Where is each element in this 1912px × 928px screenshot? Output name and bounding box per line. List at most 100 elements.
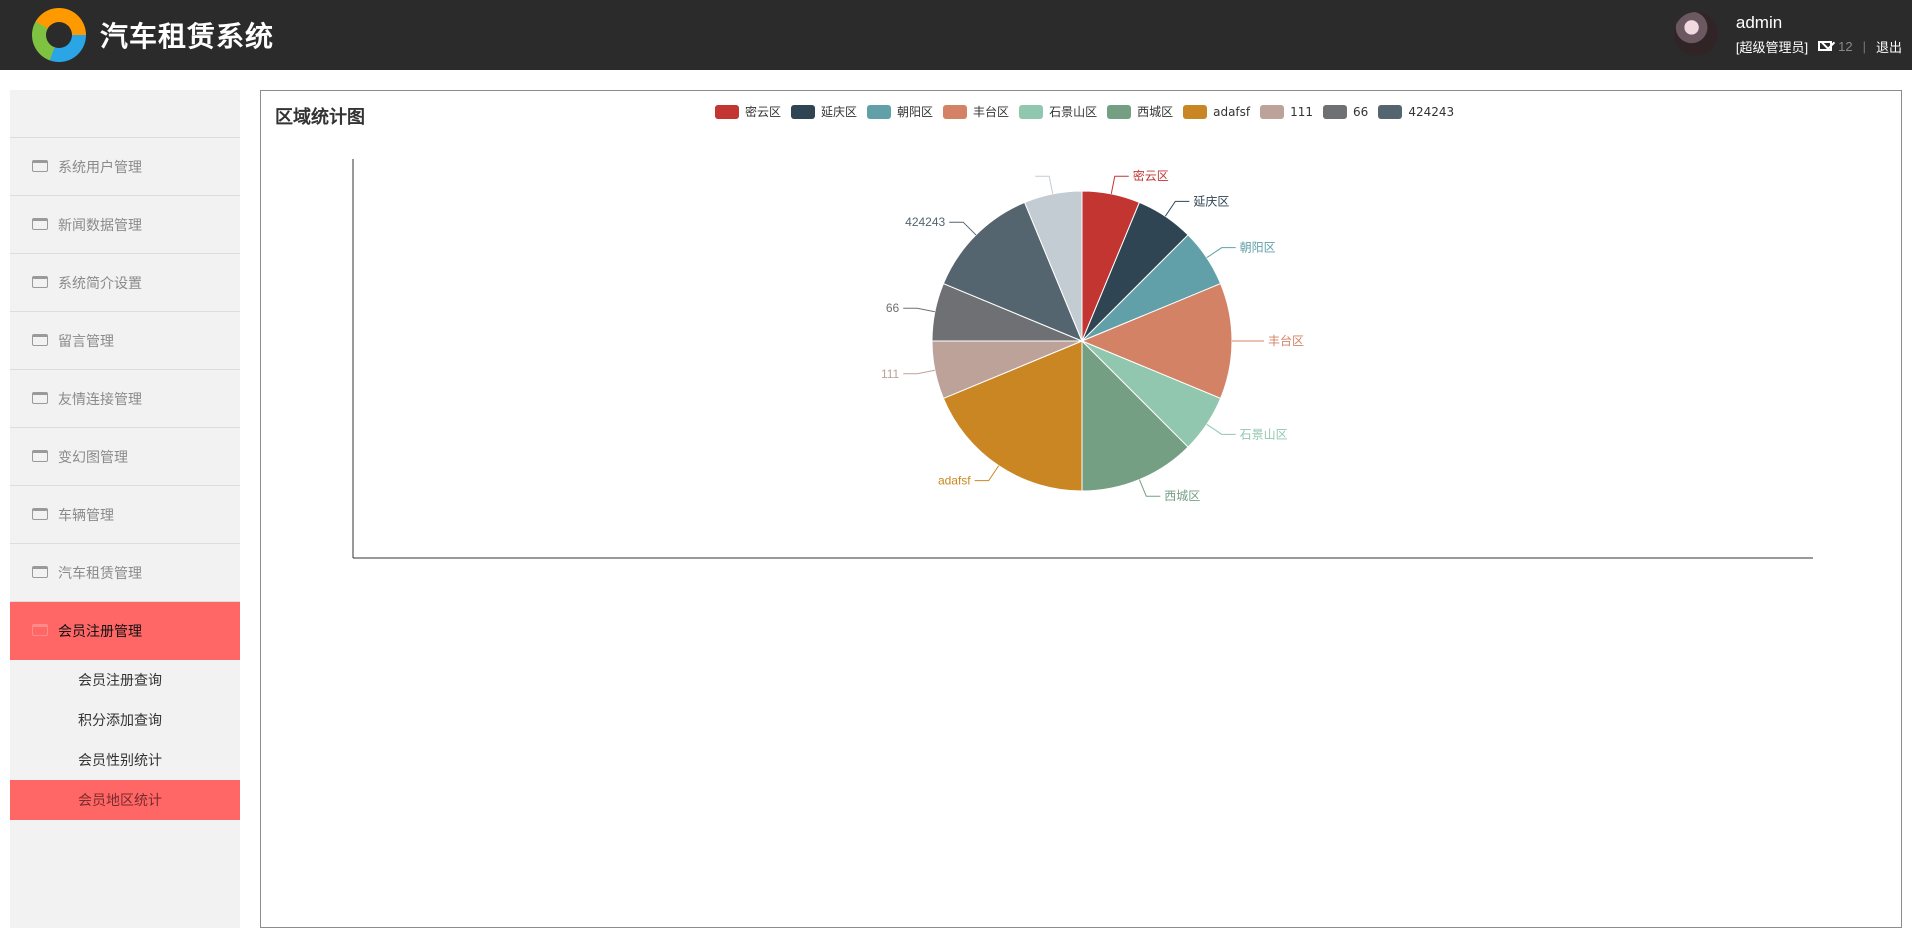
logout-button[interactable]: 退出	[1875, 39, 1902, 55]
legend-swatch	[1260, 104, 1285, 119]
sidebar-item-label: 变幻图管理	[58, 449, 128, 466]
sidebar-top-spacer	[10, 90, 240, 138]
legend-item[interactable]: adafsf	[1183, 104, 1251, 119]
legend-swatch	[1378, 104, 1403, 119]
legend-swatch	[1107, 104, 1132, 119]
sidebar-item-label: 系统简介设置	[58, 275, 142, 292]
sidebar-item-messages[interactable]: 留言管理	[10, 312, 240, 370]
mail-icon	[1818, 41, 1833, 51]
pie-label-line	[903, 369, 935, 375]
legend-item[interactable]: 66	[1323, 104, 1369, 119]
legend-label: 丰台区	[973, 105, 1010, 119]
pie-label: 西城区	[1164, 489, 1200, 503]
user-area: admin [超级管理员] 12 | 退出	[1673, 12, 1902, 56]
legend-label: 66	[1353, 104, 1369, 119]
sidebar-item-label: 会员注册管理	[58, 624, 142, 640]
submenu-item-gender-stats[interactable]: 会员性别统计	[78, 753, 162, 769]
submenu-item-region-stats[interactable]: 会员地区统计	[10, 780, 240, 820]
sidebar-item-system-intro[interactable]: 系统简介设置	[10, 254, 240, 312]
folder-icon	[32, 217, 48, 230]
pie-label-line	[974, 465, 1000, 482]
legend-swatch	[1183, 104, 1208, 119]
sidebar-item-rentals[interactable]: 汽车租赁管理	[10, 544, 240, 602]
legend-label: adafsf	[1213, 104, 1251, 119]
legend-item[interactable]: 密云区	[715, 103, 781, 120]
pie-label-line	[1110, 175, 1129, 194]
pie-label: 延庆区	[1193, 194, 1229, 208]
legend-swatch	[867, 104, 892, 119]
legend-item[interactable]: 朝阳区	[867, 103, 933, 120]
pie-label: 111	[881, 367, 900, 381]
pie-label-line	[903, 307, 935, 313]
sidebar-item-news[interactable]: 新闻数据管理	[10, 196, 240, 254]
pie-label-line	[1206, 247, 1236, 259]
legend-item[interactable]: 丰台区	[943, 103, 1009, 120]
user-avatar-icon[interactable]	[1673, 12, 1718, 56]
sidebar-item-label: 留言管理	[58, 333, 114, 350]
pie-label: 密云区	[1133, 168, 1169, 183]
legend-item[interactable]: 延庆区	[791, 103, 857, 120]
user-role: [超级管理员]	[1735, 39, 1809, 55]
main-panel: 区域统计图 密云区 延庆区 朝阳区 丰台区 石景山区 西城区 adafsf	[260, 90, 1902, 928]
legend-label: 朝阳区	[897, 105, 934, 119]
sidebar-item-label: 系统用户管理	[58, 159, 142, 176]
pie-label: adafsf	[938, 474, 971, 488]
folder-icon	[32, 159, 48, 172]
folder-icon	[32, 565, 48, 578]
legend-label: 西城区	[1137, 105, 1174, 119]
folder-icon	[32, 507, 48, 520]
brand: 汽车租赁系统	[32, 8, 274, 62]
sidebar-item-vehicles[interactable]: 车辆管理	[10, 486, 240, 544]
folder-icon	[32, 333, 48, 346]
user-links: [超级管理员] 12 | 退出	[1736, 37, 1902, 56]
legend-swatch	[1323, 104, 1348, 119]
sidebar-item-label: 汽车租赁管理	[58, 565, 142, 582]
sidebar-item-label: 车辆管理	[58, 507, 114, 524]
sidebar-item-friend-links[interactable]: 友情连接管理	[10, 370, 240, 428]
messages-link[interactable]: 12	[1818, 38, 1853, 54]
folder-icon	[32, 449, 48, 462]
pie-label-line	[1035, 175, 1054, 194]
legend-label: 111	[1290, 104, 1314, 119]
sidebar-item-system-users[interactable]: 系统用户管理	[10, 138, 240, 196]
legend-swatch	[943, 104, 968, 119]
separator: |	[1862, 38, 1866, 54]
top-header: 汽车租赁系统 admin [超级管理员] 12 | 退出	[0, 0, 1912, 70]
sidebar-item-member-registration[interactable]: 会员注册管理	[10, 602, 240, 660]
pie-label-line	[1164, 200, 1190, 217]
folder-icon	[32, 275, 48, 288]
submenu-member-registration: 会员注册查询 积分添加查询 会员性别统计 会员地区统计	[10, 660, 240, 820]
chart-area: 密云区 延庆区 朝阳区 丰台区 石景山区 西城区 adafsf 111 66 424243	[261, 91, 1903, 571]
legend-label: 424243	[1408, 104, 1455, 119]
submenu-item-points-query[interactable]: 积分添加查询	[78, 713, 162, 729]
user-meta: admin [超级管理员] 12 | 退出	[1736, 13, 1902, 56]
chart-title: 区域统计图	[275, 107, 365, 128]
legend-label: 密云区	[745, 105, 782, 119]
message-count: 12	[1838, 38, 1853, 54]
username: admin	[1735, 12, 1783, 32]
chart-legend: 密云区 延庆区 朝阳区 丰台区 石景山区 西城区 adafsf 111	[715, 103, 1454, 120]
submenu-item-member-query[interactable]: 会员注册查询	[78, 673, 162, 689]
legend-item[interactable]: 111	[1260, 104, 1314, 119]
folder-icon	[32, 624, 48, 636]
legend-swatch	[791, 104, 816, 119]
legend-item[interactable]: 424243	[1378, 104, 1455, 119]
app-title: 汽车租赁系统	[100, 20, 275, 53]
sidebar-item-carousel[interactable]: 变幻图管理	[10, 428, 240, 486]
legend-item[interactable]: 西城区	[1107, 103, 1173, 120]
pie-label: 丰台区	[1268, 333, 1304, 348]
sidebar-item-label: 新闻数据管理	[58, 217, 142, 234]
legend-label: 石景山区	[1049, 105, 1098, 119]
legend-swatch	[715, 104, 739, 119]
legend-item[interactable]: 石景山区	[1019, 103, 1097, 120]
pie-label: 石景山区	[1240, 427, 1288, 441]
pie-slice[interactable]	[1081, 339, 1189, 492]
pie-label: 朝阳区	[1240, 241, 1276, 255]
legend-label: 延庆区	[821, 105, 858, 119]
app-logo-icon	[32, 8, 86, 62]
legend-swatch	[1019, 104, 1044, 119]
pie-label-line	[1138, 479, 1161, 497]
folder-icon	[32, 391, 48, 404]
pie-label: 66	[886, 301, 900, 315]
pie-label-line	[949, 221, 977, 236]
